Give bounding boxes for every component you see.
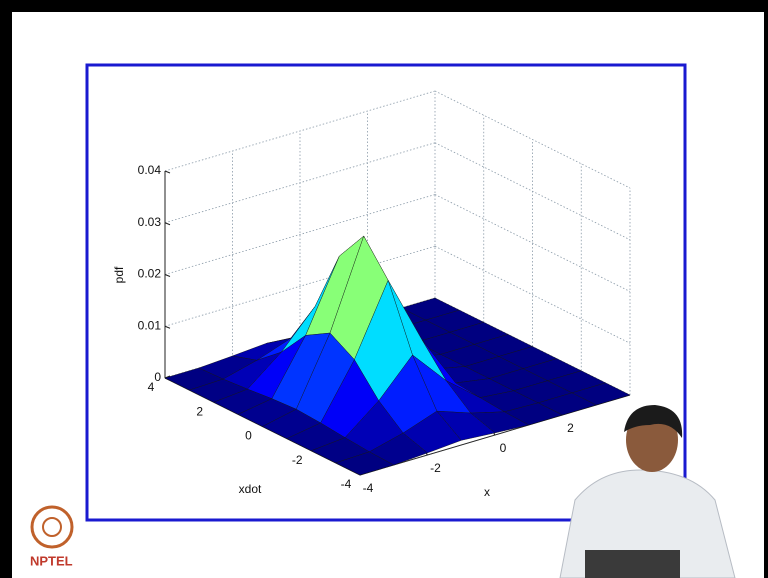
y-tick-label: 2 xyxy=(196,404,203,418)
x-tick-label: -4 xyxy=(363,481,374,495)
z-tick-label: 0.04 xyxy=(138,163,162,177)
logo-text: NPTEL xyxy=(30,553,73,568)
y-tick-label: -4 xyxy=(341,477,352,491)
z-axis-label: pdf xyxy=(112,266,126,283)
x-axis-label: x xyxy=(484,485,490,499)
x-tick-label: 2 xyxy=(567,421,574,435)
z-tick-label: 0.01 xyxy=(138,318,162,332)
y-tick-label: 4 xyxy=(148,380,155,394)
y-tick-label: -2 xyxy=(292,453,303,467)
z-tick-label: 0.02 xyxy=(138,267,162,281)
z-tick-label: 0 xyxy=(154,370,161,384)
screenshot: 00.010.020.030.04-4-202-4-2024 pdf xdot … xyxy=(0,0,768,578)
z-tick-label: 0.03 xyxy=(138,215,162,229)
x-tick-label: 0 xyxy=(500,441,507,455)
y-axis-label: xdot xyxy=(239,482,262,496)
x-tick-label: -2 xyxy=(430,461,441,475)
y-tick-label: 0 xyxy=(245,429,252,443)
page: {"chart_data": {"type": "surface", "zlab… xyxy=(0,0,768,578)
